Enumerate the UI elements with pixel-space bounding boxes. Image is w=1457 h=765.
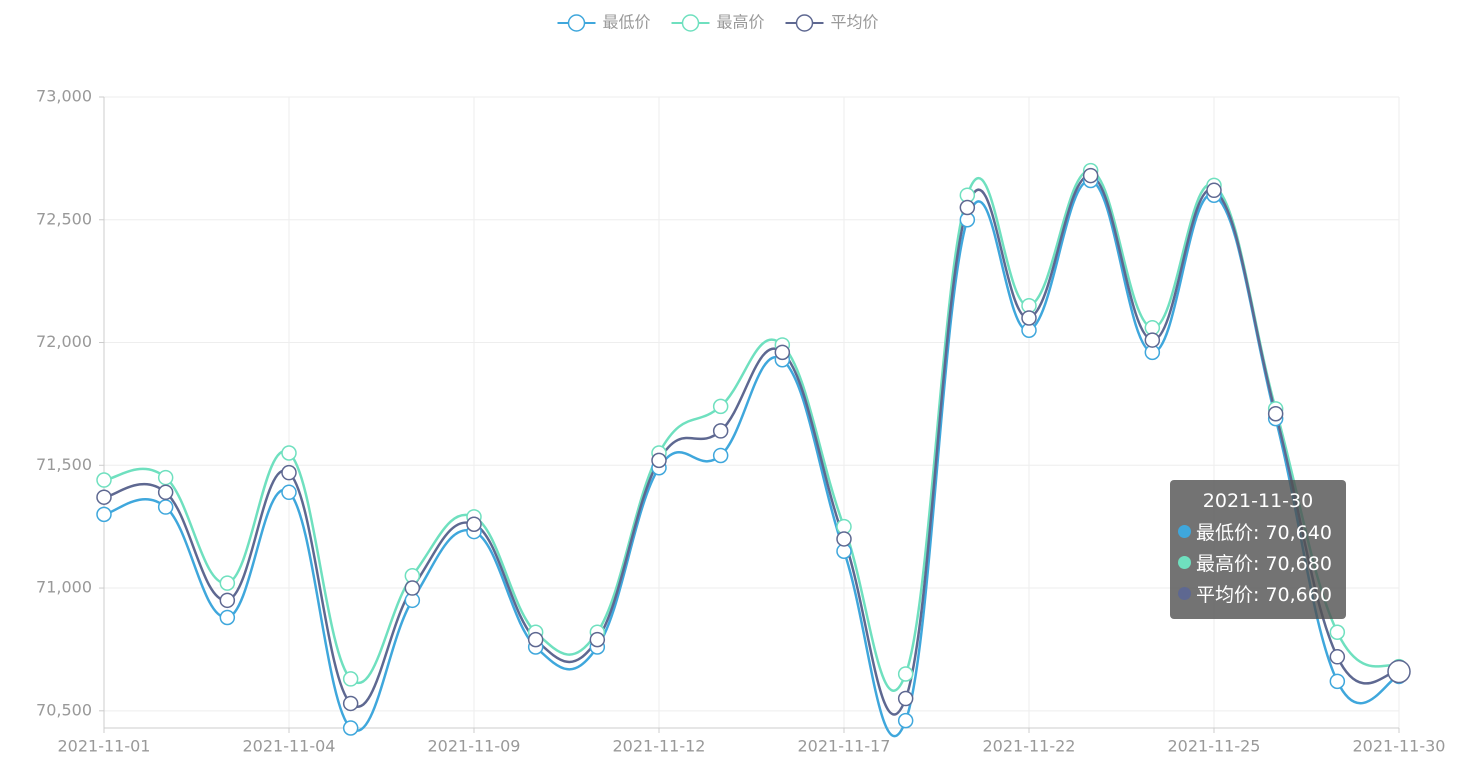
x-tick-label: 2021-11-12 (613, 737, 706, 756)
x-tick-label: 2021-11-17 (798, 737, 891, 756)
point (1206, 182, 1222, 199)
line (103, 174, 1400, 716)
point (281, 484, 297, 501)
point (157, 499, 174, 515)
legend-label: 最低价 (603, 13, 651, 32)
point (1329, 649, 1346, 665)
point (1021, 310, 1037, 326)
y-tick-label: 70,500 (36, 700, 92, 719)
tooltip-row: 平均价: 70,660 (1178, 578, 1338, 609)
point (404, 580, 421, 596)
point (157, 484, 174, 501)
point (1387, 659, 1411, 684)
point (96, 472, 112, 488)
point (897, 666, 914, 682)
x-tick-label: 2021-11-09 (428, 737, 521, 756)
point (1329, 673, 1346, 690)
point (959, 199, 976, 216)
point (1267, 405, 1284, 422)
tooltip-text: 平均价: 70,660 (1196, 584, 1332, 606)
point (219, 592, 236, 609)
point (897, 712, 914, 729)
y-tick-label: 71,000 (36, 578, 92, 597)
y-tick-label: 73,000 (36, 87, 92, 106)
point (281, 445, 297, 461)
line (103, 169, 1400, 692)
point (157, 469, 174, 486)
point (1329, 624, 1346, 640)
point (712, 398, 729, 415)
line (103, 179, 1400, 738)
tooltip-row: 最低价: 70,640 (1178, 516, 1338, 547)
point (342, 720, 359, 736)
point (1144, 332, 1161, 348)
point (774, 344, 791, 361)
tooltip-text: 最高价: 70,680 (1196, 553, 1332, 575)
tooltip-dot (1178, 556, 1191, 569)
point (836, 531, 852, 547)
legend-label: 最高价 (717, 13, 765, 32)
legend-label: 平均价 (831, 13, 879, 32)
point (589, 631, 606, 648)
point (466, 516, 482, 532)
point (527, 631, 544, 648)
y-tick-label: 71,500 (36, 455, 92, 474)
point (712, 447, 729, 464)
legend-marker (567, 14, 586, 32)
point (219, 575, 236, 591)
legend-marker (795, 14, 814, 32)
legend-marker (681, 14, 700, 32)
tooltip-title: 2021-11-30 (1202, 490, 1314, 512)
tooltip-row: 最高价: 70,680 (1178, 547, 1338, 578)
point (96, 489, 112, 505)
y-tick-label: 72,500 (36, 209, 92, 228)
tooltip-dot (1178, 587, 1191, 600)
point (96, 506, 112, 523)
point (342, 695, 359, 712)
point (651, 452, 667, 469)
point (712, 423, 729, 439)
x-tick-label: 2021-11-25 (1168, 737, 1261, 756)
tooltip-dot (1178, 525, 1191, 538)
point (281, 464, 297, 481)
x-tick-label: 2021-11-30 (1353, 737, 1446, 756)
tooltip: 2021-11-30 最低价: 70,640 最高价: 70,680 平均价: 70… (1170, 480, 1346, 619)
tooltip-text: 最低价: 70,640 (1196, 522, 1332, 544)
point (342, 671, 359, 687)
x-tick-label: 2021-11-01 (58, 737, 151, 756)
x-tick-label: 2021-11-22 (983, 737, 1076, 756)
point (897, 690, 914, 707)
y-tick-label: 72,000 (36, 332, 92, 351)
x-tick-label: 2021-11-04 (243, 737, 336, 756)
point (219, 609, 236, 626)
point (1082, 167, 1099, 184)
